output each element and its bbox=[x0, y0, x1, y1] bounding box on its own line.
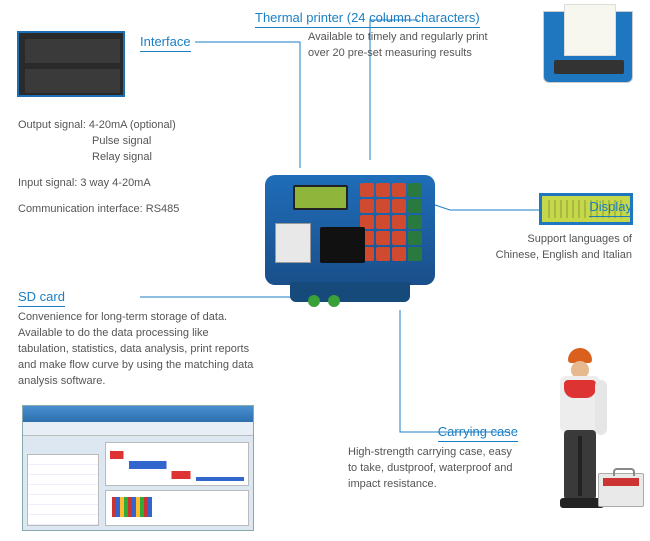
carrying-case-line-2: to take, dustproof, waterproof and bbox=[348, 461, 543, 477]
device-illustration bbox=[260, 155, 440, 310]
carrying-case-heading: Carrying case bbox=[438, 424, 518, 442]
software-screenshot bbox=[22, 405, 254, 531]
thermal-printer-heading: Thermal printer (24 column characters) bbox=[255, 10, 480, 28]
sd-card-line-1: Convenience for long-term storage of dat… bbox=[18, 310, 288, 326]
interface-line-4: Input signal: 3 way 4-20mA bbox=[18, 176, 243, 192]
sd-card-heading: SD card bbox=[18, 289, 65, 307]
interface-line-1: Output signal: 4-20mA (optional) bbox=[18, 118, 243, 134]
interface-image bbox=[17, 31, 125, 97]
thermal-printer-image bbox=[543, 11, 633, 83]
display-line-1: Support languages of bbox=[472, 232, 632, 248]
interface-line-5: Communication interface: RS485 bbox=[18, 202, 243, 218]
sd-card-line-3: tabulation, statistics, data analysis, p… bbox=[18, 342, 288, 358]
interface-heading: Interface bbox=[140, 34, 191, 52]
interface-line-3: Relay signal bbox=[18, 150, 243, 166]
sd-card-line-2: Available to do the data processing like bbox=[18, 326, 288, 342]
sd-card-line-4: and make flow curve by using the matchin… bbox=[18, 358, 288, 374]
thermal-printer-line-2: over 20 pre-set measuring results bbox=[308, 46, 523, 62]
thermal-printer-line-1: Available to timely and regularly print bbox=[308, 30, 523, 46]
sd-card-line-5: analysis software. bbox=[18, 374, 288, 390]
person-with-case-image bbox=[540, 348, 620, 528]
carrying-case-line-1: High-strength carrying case, easy bbox=[348, 445, 543, 461]
display-line-2: Chinese, English and Italian bbox=[472, 248, 632, 264]
carrying-case-line-3: impact resistance. bbox=[348, 477, 543, 493]
interface-line-2: Pulse signal bbox=[18, 134, 243, 150]
display-heading: Display bbox=[589, 199, 632, 217]
